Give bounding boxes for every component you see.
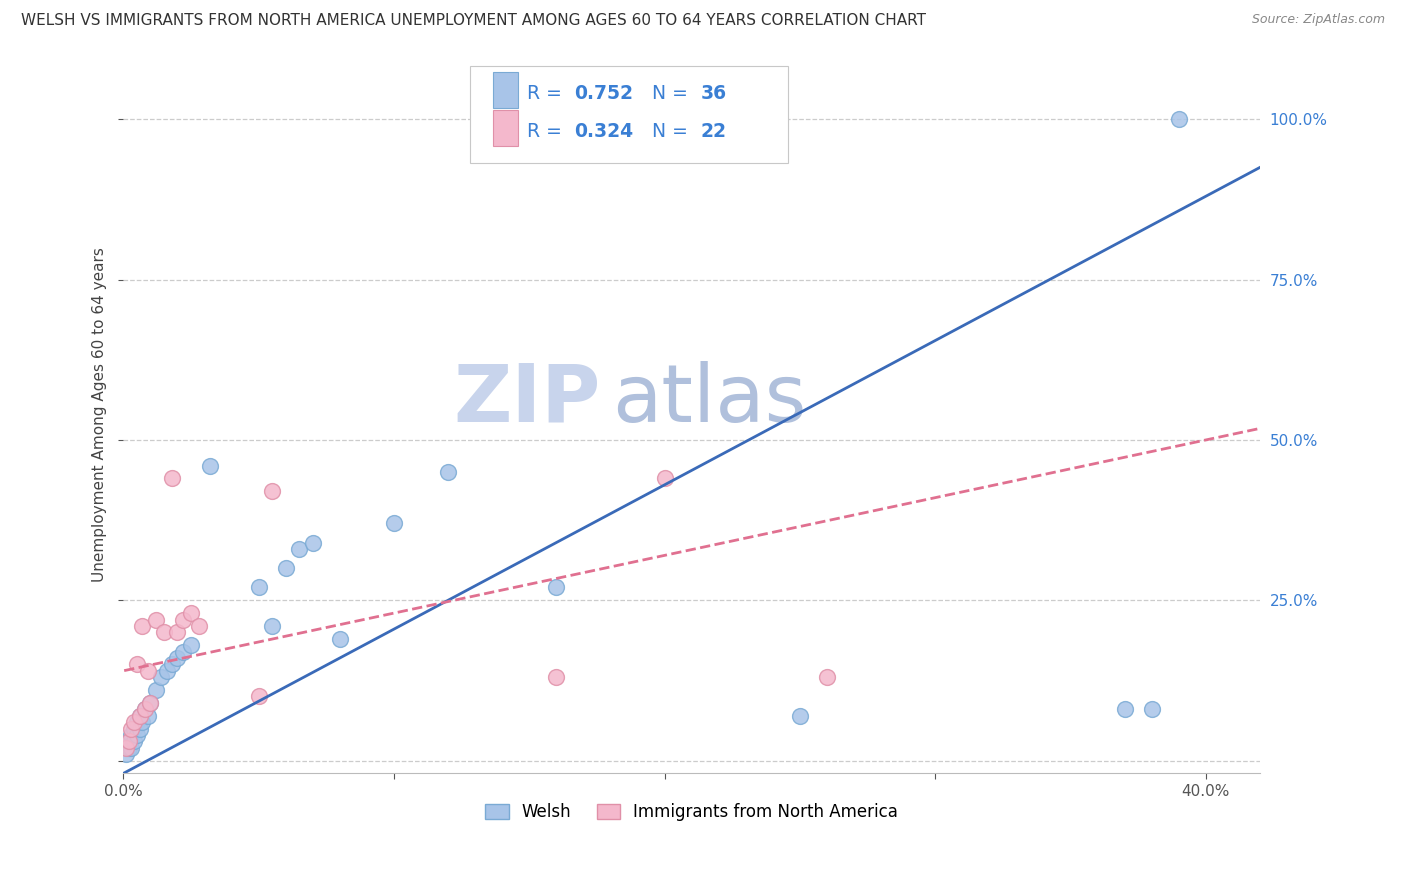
Point	[180, 606, 202, 620]
Point	[1140, 702, 1163, 716]
Text: R =: R =	[527, 122, 568, 142]
Legend: Welsh, Immigrants from North America: Welsh, Immigrants from North America	[481, 798, 903, 826]
Point	[247, 690, 270, 704]
Text: Source: ZipAtlas.com: Source: ZipAtlas.com	[1251, 13, 1385, 27]
Point	[1114, 702, 1136, 716]
Point	[172, 613, 194, 627]
Point	[145, 613, 167, 627]
Point	[160, 657, 183, 672]
Point	[155, 664, 177, 678]
Point	[134, 702, 156, 716]
Point	[789, 708, 811, 723]
Point	[166, 651, 188, 665]
Point	[153, 625, 176, 640]
Text: R =: R =	[527, 84, 568, 103]
FancyBboxPatch shape	[492, 111, 517, 146]
Point	[301, 535, 323, 549]
Point	[128, 708, 150, 723]
Point	[128, 722, 150, 736]
Point	[166, 625, 188, 640]
Point	[160, 471, 183, 485]
Point	[546, 670, 568, 684]
Point	[131, 619, 153, 633]
Point	[139, 696, 162, 710]
Point	[1167, 112, 1189, 127]
Point	[120, 722, 142, 736]
Point	[172, 644, 194, 658]
Point	[131, 715, 153, 730]
Text: ZIP: ZIP	[454, 361, 600, 439]
Text: 0.752: 0.752	[575, 84, 634, 103]
Point	[654, 471, 676, 485]
Point	[288, 541, 311, 556]
FancyBboxPatch shape	[492, 71, 517, 108]
Point	[125, 715, 148, 730]
Point	[136, 664, 159, 678]
Text: 36: 36	[700, 84, 727, 103]
Point	[274, 561, 297, 575]
Point	[546, 581, 568, 595]
Text: N =: N =	[652, 84, 693, 103]
Point	[180, 638, 202, 652]
FancyBboxPatch shape	[470, 66, 789, 163]
Point	[118, 734, 141, 748]
Point	[188, 619, 211, 633]
Text: N =: N =	[652, 122, 693, 142]
Point	[115, 747, 138, 762]
Point	[329, 632, 352, 646]
Text: WELSH VS IMMIGRANTS FROM NORTH AMERICA UNEMPLOYMENT AMONG AGES 60 TO 64 YEARS CO: WELSH VS IMMIGRANTS FROM NORTH AMERICA U…	[21, 13, 927, 29]
Point	[262, 484, 284, 499]
Point	[125, 728, 148, 742]
Point	[122, 715, 145, 730]
Point	[128, 708, 150, 723]
Text: 22: 22	[700, 122, 727, 142]
Point	[262, 619, 284, 633]
Y-axis label: Unemployment Among Ages 60 to 64 years: Unemployment Among Ages 60 to 64 years	[93, 247, 107, 582]
Point	[120, 740, 142, 755]
Point	[115, 740, 138, 755]
Point	[122, 734, 145, 748]
Text: atlas: atlas	[612, 361, 807, 439]
Point	[118, 734, 141, 748]
Point	[145, 683, 167, 698]
Point	[134, 702, 156, 716]
Point	[125, 657, 148, 672]
Point	[437, 465, 460, 479]
Point	[122, 722, 145, 736]
Point	[118, 740, 141, 755]
Point	[815, 670, 838, 684]
Text: 0.324: 0.324	[575, 122, 634, 142]
Point	[382, 516, 405, 531]
Point	[139, 696, 162, 710]
Point	[247, 581, 270, 595]
Point	[150, 670, 173, 684]
Point	[120, 728, 142, 742]
Point	[136, 708, 159, 723]
Point	[198, 458, 221, 473]
